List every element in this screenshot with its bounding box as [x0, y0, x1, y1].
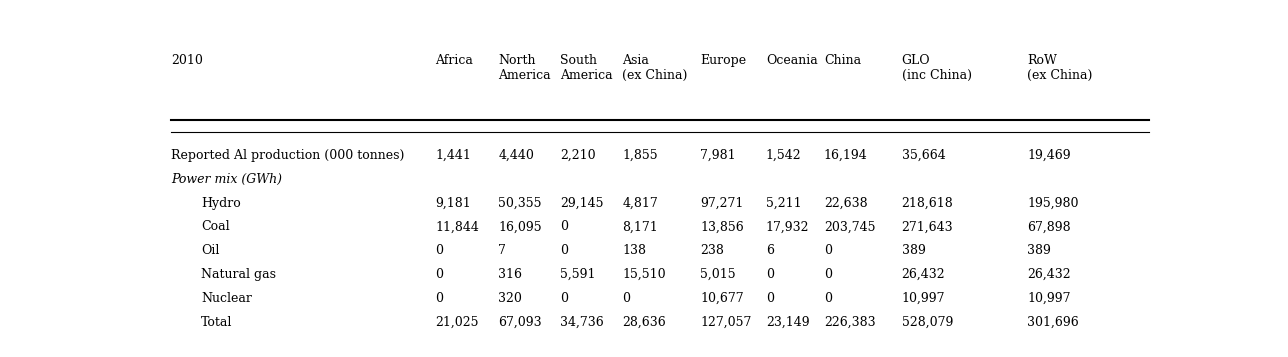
- Text: 0: 0: [824, 292, 832, 305]
- Text: 2,210: 2,210: [560, 149, 596, 162]
- Text: 7: 7: [498, 244, 506, 257]
- Text: 0: 0: [622, 292, 630, 305]
- Text: 29,145: 29,145: [560, 196, 604, 210]
- Text: Europe: Europe: [701, 54, 746, 67]
- Text: 316: 316: [498, 268, 523, 281]
- Text: 6: 6: [766, 244, 774, 257]
- Text: 5,591: 5,591: [560, 268, 596, 281]
- Text: 389: 389: [1028, 244, 1051, 257]
- Text: 0: 0: [435, 268, 443, 281]
- Text: 138: 138: [622, 244, 647, 257]
- Text: 127,057: 127,057: [701, 316, 751, 329]
- Text: 10,997: 10,997: [1028, 292, 1070, 305]
- Text: 15,510: 15,510: [622, 268, 666, 281]
- Text: 22,638: 22,638: [824, 196, 867, 210]
- Text: Nuclear: Nuclear: [201, 292, 251, 305]
- Text: Power mix (GWh): Power mix (GWh): [171, 172, 282, 186]
- Text: 8,171: 8,171: [622, 220, 658, 233]
- Text: Asia
(ex China): Asia (ex China): [622, 54, 688, 82]
- Text: 10,677: 10,677: [701, 292, 743, 305]
- Text: China: China: [824, 54, 860, 67]
- Text: Hydro: Hydro: [201, 196, 241, 210]
- Text: 195,980: 195,980: [1028, 196, 1079, 210]
- Text: 389: 389: [902, 244, 926, 257]
- Text: 0: 0: [560, 220, 568, 233]
- Text: 28,636: 28,636: [622, 316, 666, 329]
- Text: Oceania: Oceania: [766, 54, 818, 67]
- Text: 4,817: 4,817: [622, 196, 658, 210]
- Text: 301,696: 301,696: [1028, 316, 1079, 329]
- Text: Coal: Coal: [201, 220, 229, 233]
- Text: 0: 0: [766, 268, 774, 281]
- Text: 10,997: 10,997: [902, 292, 945, 305]
- Text: 26,432: 26,432: [902, 268, 945, 281]
- Text: 528,079: 528,079: [902, 316, 953, 329]
- Text: 320: 320: [498, 292, 522, 305]
- Text: RoW
(ex China): RoW (ex China): [1028, 54, 1092, 82]
- Text: 50,355: 50,355: [498, 196, 542, 210]
- Text: 1,542: 1,542: [766, 149, 801, 162]
- Text: 67,898: 67,898: [1028, 220, 1072, 233]
- Text: 0: 0: [560, 244, 568, 257]
- Text: 0: 0: [435, 244, 443, 257]
- Text: 16,194: 16,194: [824, 149, 868, 162]
- Text: 9,181: 9,181: [435, 196, 471, 210]
- Text: Reported Al production (000 tonnes): Reported Al production (000 tonnes): [171, 149, 404, 162]
- Text: 238: 238: [701, 244, 724, 257]
- Text: 203,745: 203,745: [824, 220, 876, 233]
- Text: 23,149: 23,149: [766, 316, 810, 329]
- Text: 26,432: 26,432: [1028, 268, 1072, 281]
- Text: 2010: 2010: [171, 54, 202, 67]
- Text: Total: Total: [201, 316, 232, 329]
- Text: 7,981: 7,981: [701, 149, 735, 162]
- Text: 0: 0: [824, 268, 832, 281]
- Text: 97,271: 97,271: [701, 196, 743, 210]
- Text: 21,025: 21,025: [435, 316, 479, 329]
- Text: 0: 0: [560, 292, 568, 305]
- Text: 0: 0: [824, 244, 832, 257]
- Text: 1,855: 1,855: [622, 149, 658, 162]
- Text: 11,844: 11,844: [435, 220, 479, 233]
- Text: South
America: South America: [560, 54, 613, 82]
- Text: 16,095: 16,095: [498, 220, 542, 233]
- Text: 5,211: 5,211: [766, 196, 801, 210]
- Text: Africa: Africa: [435, 54, 474, 67]
- Text: 0: 0: [766, 292, 774, 305]
- Text: 218,618: 218,618: [902, 196, 953, 210]
- Text: 4,440: 4,440: [498, 149, 535, 162]
- Text: 226,383: 226,383: [824, 316, 876, 329]
- Text: North
America: North America: [498, 54, 551, 82]
- Text: GLO
(inc China): GLO (inc China): [902, 54, 971, 82]
- Text: 271,643: 271,643: [902, 220, 953, 233]
- Text: Oil: Oil: [201, 244, 219, 257]
- Text: 35,664: 35,664: [902, 149, 945, 162]
- Text: 67,093: 67,093: [498, 316, 542, 329]
- Text: 5,015: 5,015: [701, 268, 735, 281]
- Text: 0: 0: [435, 292, 443, 305]
- Text: 17,932: 17,932: [766, 220, 809, 233]
- Text: 19,469: 19,469: [1028, 149, 1072, 162]
- Text: 1,441: 1,441: [435, 149, 471, 162]
- Text: Natural gas: Natural gas: [201, 268, 276, 281]
- Text: 34,736: 34,736: [560, 316, 604, 329]
- Text: 13,856: 13,856: [701, 220, 743, 233]
